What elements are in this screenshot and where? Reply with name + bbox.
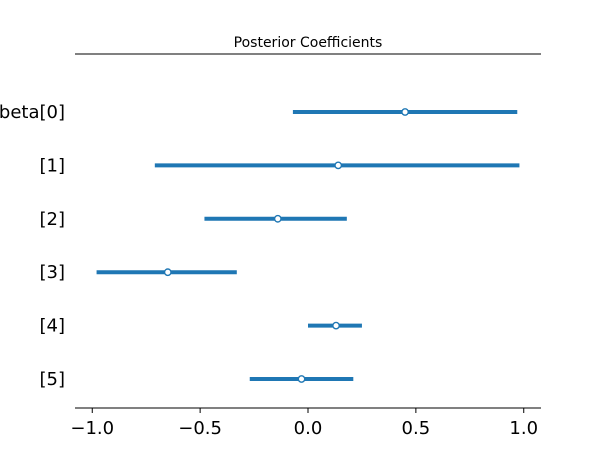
x-tick-label-4: 1.0 [509, 418, 538, 439]
mean-point-3 [163, 268, 172, 277]
category-label-2: [2] [40, 209, 66, 230]
category-label-0: beta[0] [0, 102, 65, 123]
mean-point-4 [332, 321, 340, 330]
category-labels: beta[0] [1] [2] [3] [4] [5] [0, 102, 65, 390]
chart-title: Posterior Coefficients [234, 35, 383, 51]
plot-area [96, 108, 520, 383]
category-label-3: [3] [40, 262, 66, 283]
mean-point-5 [297, 375, 306, 383]
mean-point-1 [334, 161, 343, 170]
x-tick-label-0: −1.0 [70, 418, 114, 439]
mean-point-2 [273, 214, 282, 223]
mean-point-0 [401, 108, 409, 116]
category-label-5: [5] [40, 369, 66, 390]
x-tick-label-3: 0.5 [402, 418, 431, 439]
x-tick-label-2: 0.0 [294, 418, 323, 439]
x-tick-label-1: −0.5 [178, 418, 222, 439]
category-label-1: [1] [40, 155, 66, 176]
category-label-4: [4] [40, 316, 66, 337]
x-axis-ticks: −1.0 −0.5 0.0 0.5 1.0 [70, 408, 538, 439]
